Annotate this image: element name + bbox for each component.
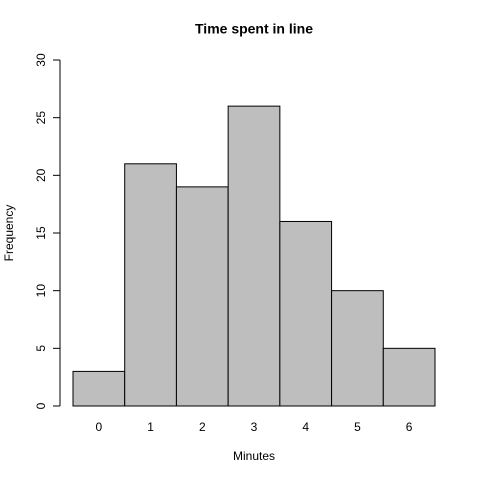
y-axis-label: Frequency [2,205,16,262]
x-tick-label: 6 [406,420,413,434]
x-tick-label: 1 [147,420,154,434]
x-tick-label: 3 [251,420,258,434]
bar [382,347,436,407]
y-tick-label: 10 [34,284,48,298]
y-tick-label: 15 [34,226,48,240]
y-tick-label: 5 [34,345,48,352]
bar [175,186,229,407]
y-tick-label: 0 [34,402,48,409]
x-tick-label: 4 [302,420,309,434]
x-tick-label: 0 [96,420,103,434]
x-tick-label: 5 [354,420,361,434]
bar [331,290,384,407]
y-tick-label: 30 [34,53,48,67]
bar [227,105,281,407]
x-tick-label: 2 [199,420,206,434]
bar [72,370,126,407]
bar [279,220,333,407]
x-axis-label: Minutes [233,449,275,463]
y-tick-label: 25 [34,111,48,125]
bar [124,163,177,407]
y-tick-label: 20 [34,168,48,182]
chart-title: Time spent in line [195,21,313,37]
